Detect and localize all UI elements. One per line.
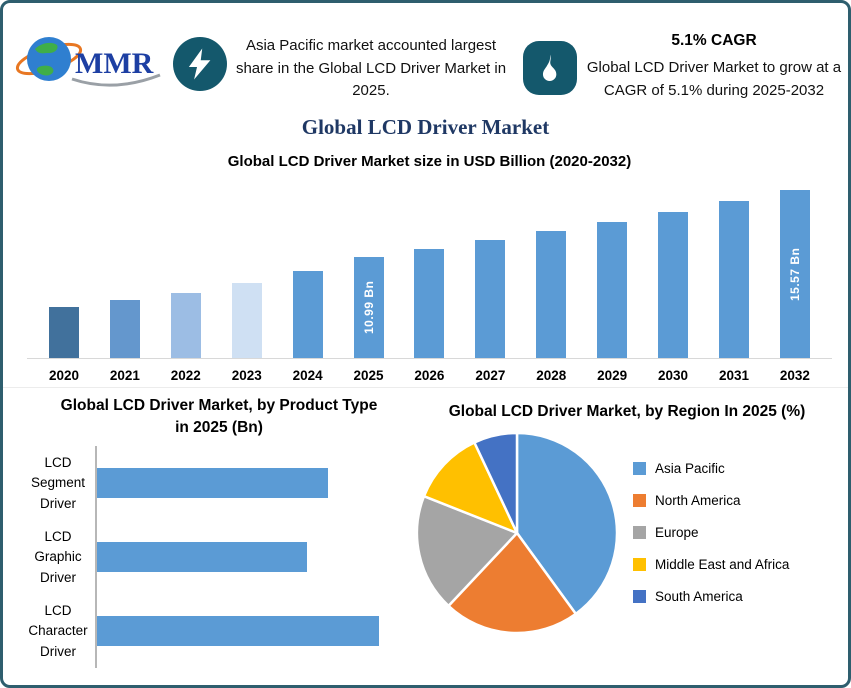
mmr-logo: MMR: [15, 21, 171, 101]
bar-column: [218, 283, 276, 358]
hbar-2: [97, 616, 379, 647]
region-pie-chart-title: Global LCD Driver Market, by Region In 2…: [448, 403, 806, 420]
x-axis-label: 2023: [231, 368, 262, 383]
pie-slice-4: [473, 431, 519, 534]
bar-column: [35, 307, 93, 358]
x-axis-label: 2025: [353, 368, 384, 383]
legend-swatch: [633, 557, 646, 571]
hbar-track: [95, 594, 417, 669]
bar-column: [96, 300, 154, 358]
page-title: Global LCD Driver Market: [301, 115, 550, 139]
x-axis-label: 2028: [536, 368, 567, 383]
pie-slice-1: [447, 531, 578, 634]
flame-icon: [542, 54, 557, 82]
legend-label: North America: [655, 492, 741, 508]
flame-badge: [523, 41, 577, 95]
legend-swatch: [633, 461, 646, 475]
region-pie-chart: Global LCD Driver Market, by Region In 2…: [411, 401, 843, 637]
x-axis-label: 2031: [718, 368, 749, 383]
legend-swatch: [633, 589, 646, 603]
product-type-chart: Global LCD Driver Market, by Product Typ…: [21, 395, 417, 669]
lightning-icon: [188, 48, 211, 80]
x-axis-label: 2032: [779, 368, 810, 383]
legend-swatch: [633, 493, 646, 507]
x-axis-label: 2026: [414, 368, 445, 383]
hbar-category-label: LCD Character Driver: [28, 603, 88, 659]
pie-svg: [415, 431, 619, 634]
pie-legend: Asia Pacific North America Europe Middle Ea…: [633, 461, 789, 637]
bar-2025: 10.99 Bn: [353, 257, 384, 358]
legend-item: South America: [633, 589, 789, 604]
x-axis-label: 2029: [597, 368, 628, 383]
bar-column: [157, 293, 215, 358]
bar-column: [279, 271, 337, 358]
bar-value-label: 15.57 Bn: [787, 247, 802, 301]
bar-column: 10.99 Bn: [340, 257, 398, 358]
cagr-headline: 5.1% CAGR: [671, 32, 757, 49]
globe-logo-icon: MMR: [15, 37, 161, 87]
bar-2032: 15.57 Bn: [779, 190, 810, 358]
bar-column: 15.57 Bn: [766, 190, 824, 358]
bar-2027: [475, 240, 506, 358]
x-axis-label: 2022: [170, 368, 201, 383]
callout-right: 5.1% CAGR Global LCD Driver Market to gr…: [585, 29, 843, 102]
bar-2021: [109, 300, 140, 358]
bar-chart-xaxis: 2020 2021 2022 2023 2024 2025 2026 2027 2028 2029…: [27, 368, 832, 383]
legend-item: Middle East and Africa: [633, 557, 789, 572]
bar-chart-title: Global LCD Driver Market size in USD Bil…: [227, 153, 632, 170]
section-divider: [3, 387, 848, 388]
bar-2026: [414, 249, 445, 358]
pie-slice-3: [422, 440, 519, 534]
bar-2031: [718, 201, 749, 358]
bar-2022: [170, 293, 201, 358]
legend-swatch: [633, 525, 646, 539]
legend-item: Asia Pacific: [633, 461, 789, 476]
bar-2028: [536, 231, 567, 358]
pie-slice-0: [515, 431, 619, 615]
legend-label: Europe: [655, 524, 699, 540]
hbar-track: [95, 520, 417, 595]
hbar-rows: LCD Segment Driver LCD Graphic Driver LCD …: [21, 446, 417, 669]
bar-column: [705, 201, 763, 358]
legend-label: Asia Pacific: [655, 460, 725, 476]
legend-item: North America: [633, 493, 789, 508]
hbar-row: LCD Segment Driver: [21, 446, 417, 521]
lightning-badge: [173, 37, 227, 91]
bar-column: [461, 240, 519, 358]
product-type-chart-title: Global LCD Driver Market, by Product Typ…: [60, 397, 378, 436]
hbar-0: [97, 468, 328, 499]
pie-row: Asia Pacific North America Europe Middle Ea…: [411, 429, 843, 637]
hbar-row: LCD Graphic Driver: [21, 520, 417, 595]
x-axis-label: 2021: [109, 368, 140, 383]
bar-2023: [231, 283, 262, 358]
legend-item: Europe: [633, 525, 789, 540]
legend-label: South America: [655, 588, 743, 604]
bar-column: [400, 249, 458, 358]
x-axis-label: 2030: [658, 368, 689, 383]
logo-text: MMR: [75, 47, 154, 80]
bar-2020: [49, 307, 79, 358]
hbar-row: LCD Character Driver: [21, 594, 417, 669]
hbar-1: [97, 542, 307, 573]
bar-2030: [658, 212, 689, 358]
hbar-track: [95, 446, 417, 521]
callout-left: Asia Pacific market accounted largest sh…: [235, 37, 507, 99]
bar-column: [644, 212, 702, 358]
hbar-category-label: LCD Segment Driver: [30, 455, 86, 511]
x-axis-label: 2027: [475, 368, 506, 383]
bar-chart-plot: 10.99 Bn 15.57 Bn: [27, 182, 832, 359]
legend-label: Middle East and Africa: [655, 556, 790, 572]
bar-column: [583, 222, 641, 358]
bar-column: [522, 231, 580, 358]
bar-2029: [597, 222, 628, 358]
bar-2024: [292, 271, 323, 358]
hbar-category-label: LCD Graphic Driver: [34, 529, 82, 585]
bar-chart: Global LCD Driver Market size in USD Bil…: [27, 153, 832, 383]
x-axis-label: 2020: [48, 368, 80, 383]
cagr-text: Global LCD Driver Market to grow at a CA…: [586, 59, 842, 99]
bar-value-label: 10.99 Bn: [361, 280, 376, 335]
x-axis-label: 2024: [292, 368, 323, 383]
